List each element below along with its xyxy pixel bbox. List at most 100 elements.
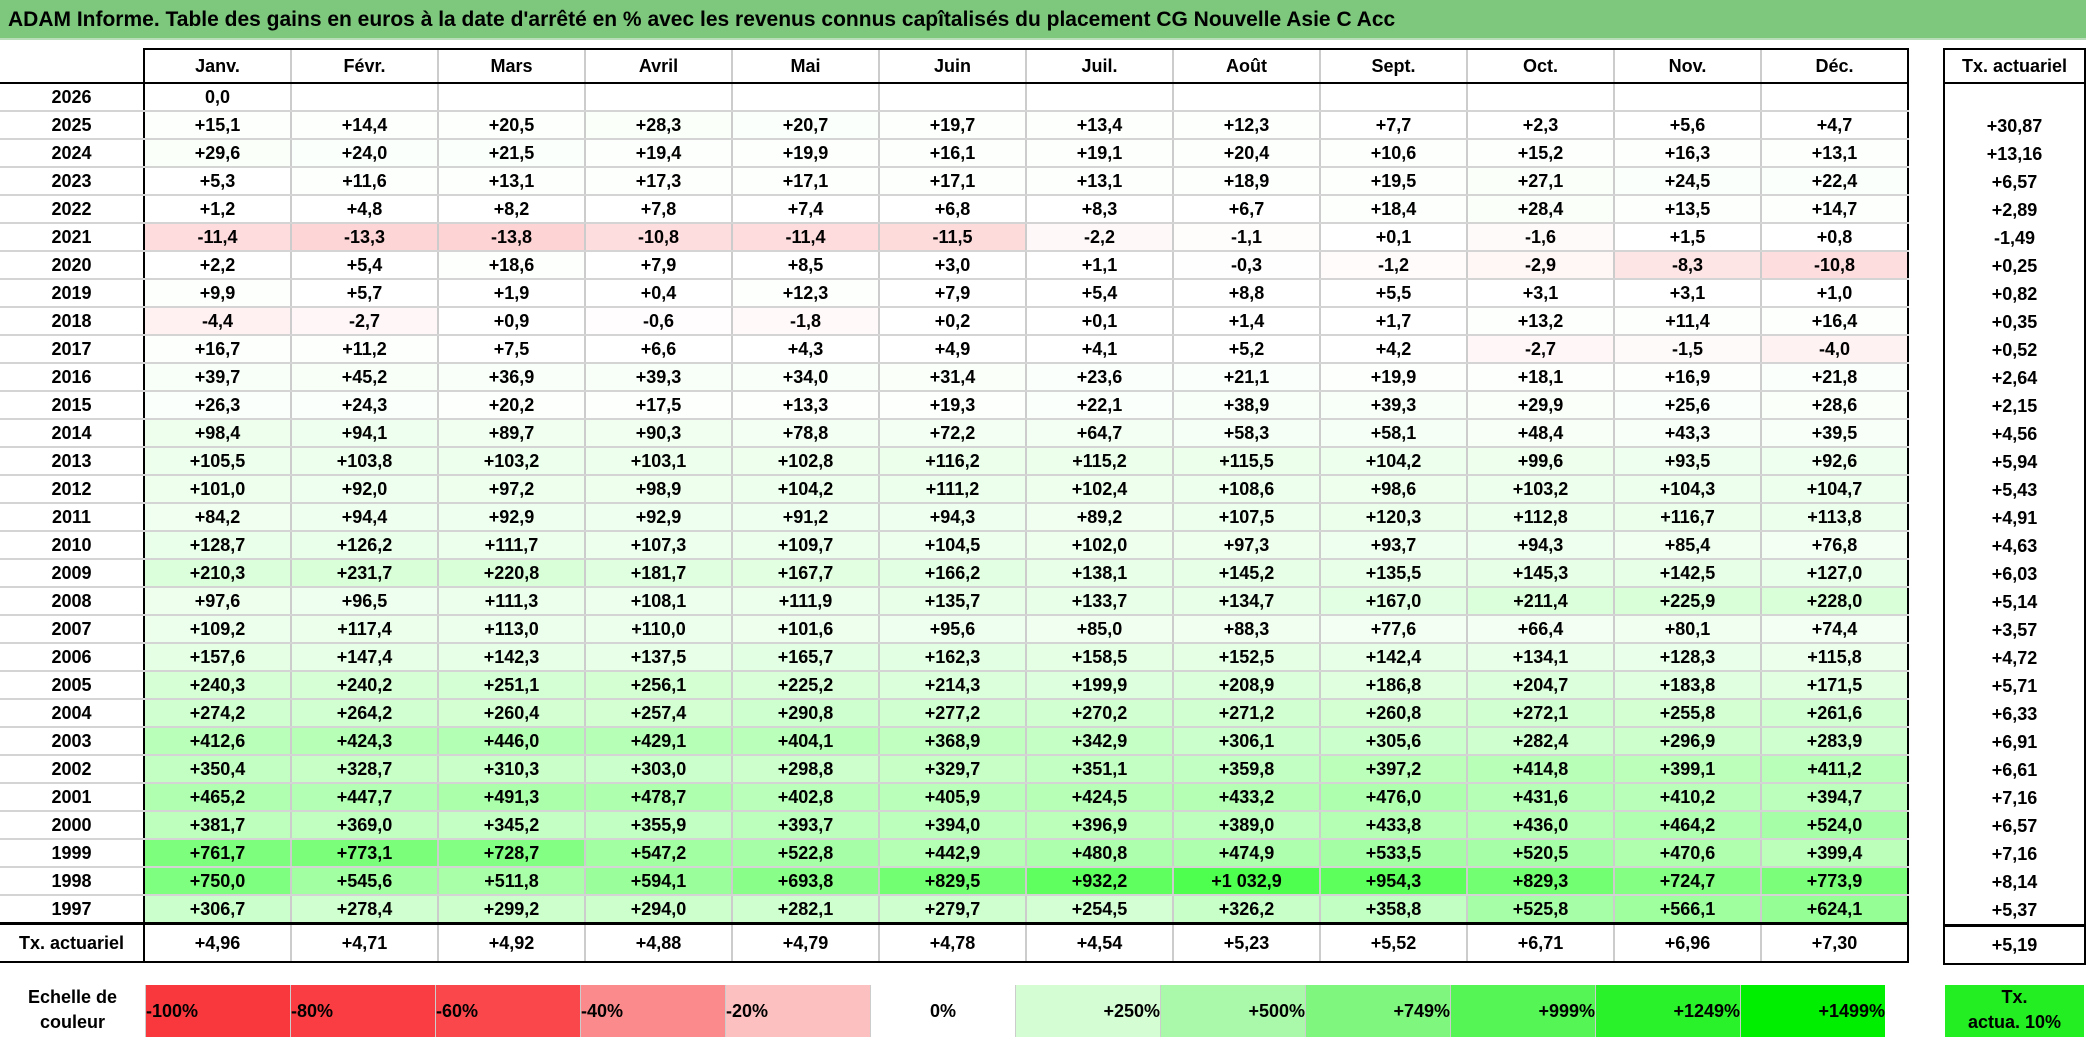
- gain-cell: +254,5: [1025, 895, 1173, 925]
- gain-cell: +135,7: [878, 587, 1026, 616]
- gain-cell: -1,8: [731, 307, 879, 336]
- year-cell: 2000: [0, 811, 145, 840]
- color-scale-swatch: +500%: [1160, 985, 1305, 1037]
- gain-cell: +5,4: [1025, 279, 1173, 308]
- year-cell: 2007: [0, 615, 145, 644]
- totals-label: Tx. actuariel: [0, 922, 145, 963]
- gain-cell: +39,7: [143, 363, 291, 392]
- gain-cell: -13,3: [290, 223, 438, 252]
- gain-cell: +511,8: [437, 867, 585, 896]
- table-row: 2019 +9,9 +5,7 +1,9 +0,4 +12,3 +7,9 +5,4 +8,8 +5,…: [0, 279, 1909, 308]
- gain-cell: -11,4: [143, 223, 291, 252]
- gain-cell: +279,7: [878, 895, 1026, 925]
- gain-cell: +214,3: [878, 671, 1026, 700]
- gain-cell: +594,1: [584, 867, 732, 896]
- gain-cell: +138,1: [1025, 559, 1173, 588]
- month-header: Juin: [878, 48, 1026, 84]
- gain-cell: +11,4: [1613, 307, 1761, 336]
- gain-cell: +693,8: [731, 867, 879, 896]
- year-cell: 2013: [0, 447, 145, 476]
- gain-cell: +13,1: [437, 167, 585, 196]
- year-cell: 2002: [0, 755, 145, 784]
- gain-cell: +64,7: [1025, 419, 1173, 448]
- gain-cell: [584, 83, 732, 112]
- gain-cell: +761,7: [143, 839, 291, 868]
- year-cell: 2004: [0, 699, 145, 728]
- year-cell: 2019: [0, 279, 145, 308]
- gain-cell: +108,1: [584, 587, 732, 616]
- tx-cell: +6,57: [1943, 168, 2086, 196]
- year-cell: 2023: [0, 167, 145, 196]
- gain-cell: [1025, 83, 1173, 112]
- tx-row: +4,56: [1943, 420, 2086, 448]
- tx-row: +7,16: [1943, 840, 2086, 868]
- gain-cell: +17,3: [584, 167, 732, 196]
- gain-cell: +6,8: [878, 195, 1026, 224]
- gain-cell: +397,2: [1319, 755, 1467, 784]
- gain-cell: +225,2: [731, 671, 879, 700]
- total-cell: +5,52: [1319, 922, 1467, 963]
- year-cell: 2010: [0, 531, 145, 560]
- tx-cell: +4,91: [1943, 504, 2086, 532]
- gain-cell: +111,7: [437, 531, 585, 560]
- gain-cell: -4,4: [143, 307, 291, 336]
- gain-cell: +0,9: [437, 307, 585, 336]
- tx-cell: +5,71: [1943, 672, 2086, 700]
- gain-cell: +829,3: [1466, 867, 1614, 896]
- month-header: Mars: [437, 48, 585, 84]
- year-cell: 2021: [0, 223, 145, 252]
- gain-cell: +8,5: [731, 251, 879, 280]
- gain-cell: 0,0: [143, 83, 292, 112]
- gain-cell: +94,4: [290, 503, 438, 532]
- total-cell: +4,78: [878, 922, 1026, 963]
- tx-cell: +7,16: [1943, 840, 2086, 868]
- table-row: 2003 +412,6 +424,3 +446,0 +429,1 +404,1 +368,9…: [0, 727, 1909, 756]
- table-row: 2014 +98,4 +94,1 +89,7 +90,3 +78,8 +72,2 +64,7 +…: [0, 419, 1909, 448]
- gain-cell: +98,4: [143, 419, 291, 448]
- gain-cell: -13,8: [437, 223, 585, 252]
- gain-cell: [1760, 83, 1909, 112]
- gain-cell: +113,8: [1760, 503, 1909, 532]
- gain-cell: +2,2: [143, 251, 291, 280]
- gain-cell: +368,9: [878, 727, 1026, 756]
- table-row: 2009 +210,3 +231,7 +220,8 +181,7 +167,7 +166,2…: [0, 559, 1909, 588]
- gain-cell: +93,5: [1613, 447, 1761, 476]
- table-row: 2006 +157,6 +147,4 +142,3 +137,5 +165,7 +162,3…: [0, 643, 1909, 672]
- gain-cell: -2,7: [1466, 335, 1614, 364]
- gain-cell: +1,0: [1760, 279, 1909, 308]
- gain-cell: +294,0: [584, 895, 732, 925]
- gain-cell: +345,2: [437, 811, 585, 840]
- gain-cell: +954,3: [1319, 867, 1467, 896]
- gain-cell: -11,4: [731, 223, 879, 252]
- gain-cell: +104,5: [878, 531, 1026, 560]
- tx-cell: +7,16: [1943, 784, 2086, 812]
- gain-cell: -1,6: [1466, 223, 1614, 252]
- color-scale-swatch: -100%: [145, 985, 290, 1037]
- gain-cell: +3,0: [878, 251, 1026, 280]
- tx-total-cell: +5,19: [1943, 924, 2086, 965]
- year-cell: 2011: [0, 503, 145, 532]
- gain-cell: +399,1: [1613, 755, 1761, 784]
- gain-cell: +277,2: [878, 699, 1026, 728]
- gain-cell: +296,9: [1613, 727, 1761, 756]
- gain-cell: -1,1: [1172, 223, 1320, 252]
- gain-cell: +24,0: [290, 139, 438, 168]
- gain-cell: +470,6: [1613, 839, 1761, 868]
- gain-cell: +116,2: [878, 447, 1026, 476]
- tx-cell: +4,63: [1943, 532, 2086, 560]
- gain-cell: +220,8: [437, 559, 585, 588]
- gain-cell: -10,8: [584, 223, 732, 252]
- gain-cell: +31,4: [878, 363, 1026, 392]
- gain-cell: +522,8: [731, 839, 879, 868]
- tx-row: +6,57: [1943, 168, 2086, 196]
- gain-cell: +111,9: [731, 587, 879, 616]
- gain-cell: +58,1: [1319, 419, 1467, 448]
- table-row: 1999 +761,7 +773,1 +728,7 +547,2 +522,8 +442,9…: [0, 839, 1909, 868]
- tx-cell: +2,15: [1943, 392, 2086, 420]
- gain-cell: +4,7: [1760, 111, 1909, 140]
- rate-scale-swatch: Tx. actua. 10%: [1945, 985, 2084, 1037]
- tx-cell: +6,57: [1943, 812, 2086, 840]
- gain-cell: +0,2: [878, 307, 1026, 336]
- gain-cell: +111,3: [437, 587, 585, 616]
- gain-cell: +326,2: [1172, 895, 1320, 925]
